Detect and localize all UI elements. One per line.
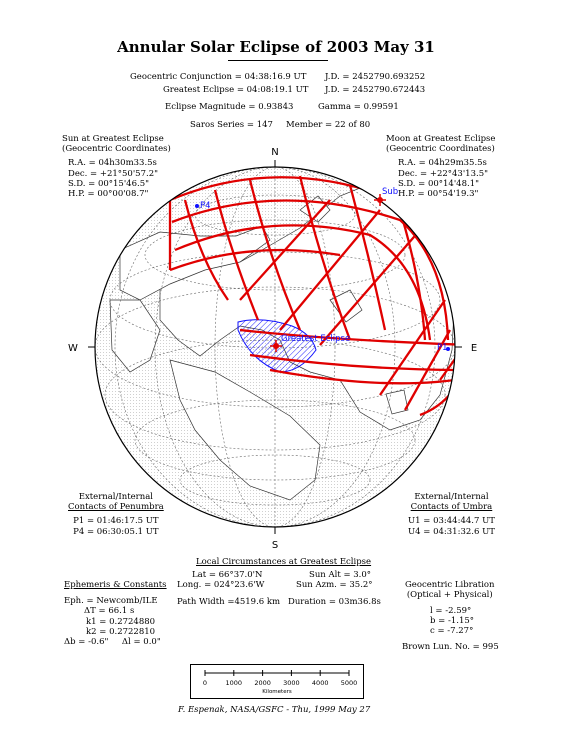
magnitude-text: Eclipse Magnitude = 0.93843 [165, 102, 294, 112]
moon-ra: R.A. = 04h29m35.5s [398, 158, 487, 169]
umbra-block: External/Internal Contacts of Umbra U1 =… [408, 492, 495, 537]
conjunction-text: Geocentric Conjunction = 04:38:16.9 UT [130, 72, 307, 82]
latlong-grid [95, 167, 455, 527]
penumbra-title2: Contacts of Penumbra [68, 502, 164, 513]
greatest-eclipse-marker [270, 340, 282, 352]
p1-marker [446, 347, 450, 351]
libration-c: c = -7.27° [430, 626, 474, 637]
p4-marker [195, 204, 199, 208]
libration-b: b = -1.15° [430, 616, 475, 627]
sun-hp: H.P. = 00°00'08.7" [68, 189, 149, 200]
cardinal-ticks [88, 160, 462, 534]
ephemeris-db-dl: Δb = -0.6" Δl = 0.0" [64, 637, 167, 647]
sun-subtitle: (Geocentric Coordinates) [62, 144, 171, 155]
north-label: N [271, 147, 278, 158]
scale-tick-2000: 2000 [254, 679, 271, 687]
greatest-text: Greatest Eclipse = 04:08:19.1 UT [163, 85, 309, 95]
greatest-jd: J.D. = 2452790.672443 [325, 85, 426, 95]
ephemeris-block: Ephemeris & Constants Eph. = Newcomb/ILE… [64, 580, 167, 647]
local-path-width: Path Width =4519.6 km [177, 597, 281, 607]
penumbra-p1: P1 = 01:46:17.5 UT [73, 516, 159, 527]
page-title: Annular Solar Eclipse of 2003 May 31 [117, 38, 435, 56]
moon-block: Moon at Greatest Eclipse (Geocentric Coo… [386, 134, 495, 199]
member-text: Member = 22 of 80 [286, 120, 371, 130]
moon-sd: S.D. = 00°14'48.1" [398, 178, 480, 189]
conjunction-jd: J.D. = 2452790.693252 [325, 72, 426, 82]
ephemeris-dt: ΔT = 66.1 s [84, 606, 135, 617]
penumbra-block: External/Internal Contacts of Penumbra P… [68, 492, 164, 537]
p1-label: P1 [437, 343, 448, 353]
sun-title: Sun at Greatest Eclipse [62, 134, 164, 144]
libration-title1: Geocentric Libration [405, 580, 495, 590]
local-title: Local Circumstances at Greatest Eclipse [196, 557, 372, 567]
penumbra-p4: P4 = 06:30:05.1 UT [73, 526, 159, 537]
scale-box: 0 1000 2000 3000 4000 5000 Kilometers [190, 664, 364, 699]
local-lat: Lat = 66°37.0'N [192, 570, 263, 580]
sun-ra: R.A. = 04h30m33.5s [68, 158, 157, 169]
east-label: E [471, 343, 477, 354]
moon-subtitle: (Geocentric Coordinates) [386, 144, 495, 155]
local-duration: Duration = 03m36.8s [288, 597, 381, 607]
sun-dec: Dec. = +21°50'57.2" [68, 168, 159, 179]
scale-tick-1000: 1000 [226, 679, 243, 687]
penumbra-title1: External/Internal [78, 492, 153, 502]
umbra-title1: External/Internal [414, 492, 489, 502]
west-label: W [68, 343, 78, 354]
ephemeris-k1: k1 = 0.2724880 [86, 616, 156, 627]
moon-dec: Dec. = +22°43'13.5" [398, 168, 489, 179]
ephemeris-db: Δb = -0.6" [64, 637, 109, 648]
credit-line: F. Espenak, NASA/GSFC - Thu, 1999 May 27 [178, 705, 371, 715]
saros-text: Saros Series = 147 [190, 120, 273, 130]
ephemeris-title: Ephemeris & Constants [64, 580, 167, 590]
scale-unit: Kilometers [262, 689, 292, 695]
south-label: S [272, 540, 278, 551]
sun-sd: S.D. = 00°15'46.5" [68, 178, 150, 189]
p4-label: P4 [200, 201, 211, 211]
ephemeris-dl: Δl = 0.0" [121, 637, 161, 648]
umbra-title2: Contacts of Umbra [410, 502, 493, 513]
local-sun-azm: Sun Azm. = 35.2° [296, 580, 373, 590]
libration-l: l = -2.59° [430, 606, 472, 616]
local-long: Long. = 024°23.6'W [177, 580, 265, 590]
sub-solar-marker [374, 194, 386, 206]
sun-block: Sun at Greatest Eclipse (Geocentric Coor… [62, 134, 171, 199]
libration-values: l = -2.59° b = -1.15° c = -7.27° [430, 606, 474, 637]
umbra-u1: U1 = 03:44:44.7 UT [408, 516, 495, 527]
sub-label: Sub [382, 187, 398, 197]
libration-title2: (Optical + Physical) [406, 590, 493, 601]
scale-tick-3000: 3000 [283, 679, 300, 687]
greatest-eclipse-label: Greatest Eclipse [281, 334, 350, 344]
title-underline [228, 60, 328, 61]
scale-tick-4000: 4000 [312, 679, 329, 687]
libration-block: Geocentric Libration (Optical + Physical… [405, 580, 495, 600]
ephemeris-eph: Eph. = Newcomb/ILE [64, 596, 158, 607]
ephemeris-k2: k2 = 0.2722810 [86, 626, 156, 637]
local-sun-alt: Sun Alt = 3.0° [309, 570, 372, 580]
scale-bar: 0 1000 2000 3000 4000 5000 Kilometers [203, 670, 358, 695]
brown-lunation: Brown Lun. No. = 995 [402, 642, 499, 652]
moon-title: Moon at Greatest Eclipse [386, 134, 496, 144]
scale-tick-5000: 5000 [341, 679, 358, 687]
moon-hp: H.P. = 00°54'19.3" [398, 189, 479, 200]
umbra-u4: U4 = 04:31:32.6 UT [408, 526, 495, 537]
scale-tick-0: 0 [203, 679, 207, 687]
gamma-text: Gamma = 0.99591 [318, 102, 399, 112]
